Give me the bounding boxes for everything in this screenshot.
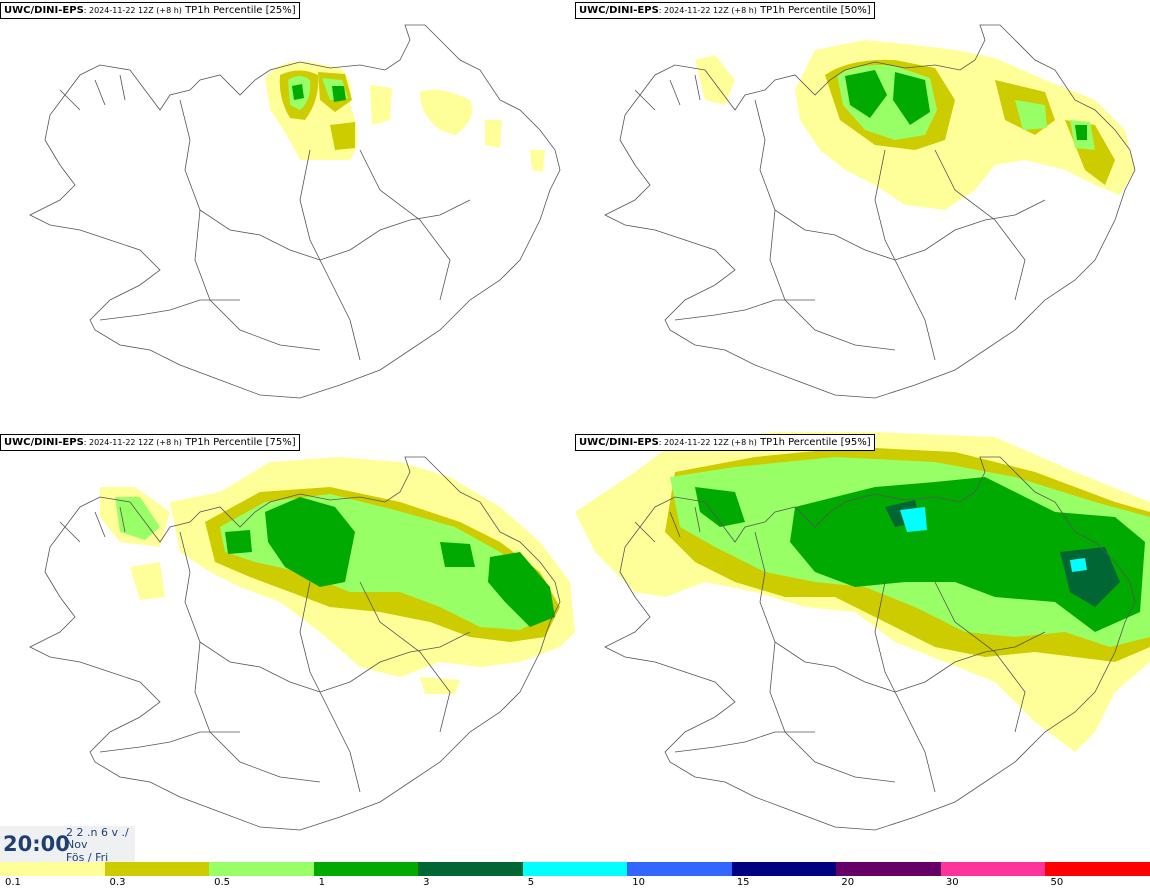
precip-field bbox=[100, 457, 575, 694]
legend-swatch bbox=[627, 862, 732, 876]
legend-ticks: 0.1 0.3 0.5 1 3 5 10 15 20 30 50 bbox=[0, 876, 1150, 891]
precip-map bbox=[604, 24, 1136, 399]
legend-tick-label: 0.3 bbox=[109, 877, 126, 888]
legend-swatch bbox=[104, 862, 210, 876]
precip-map bbox=[29, 456, 575, 831]
panel-title: UWC/DINI-EPS: 2024-11-22 12Z (+8 h) TP1h… bbox=[575, 434, 875, 451]
legend-tick-label: 20 bbox=[841, 877, 855, 888]
legend-tick-label: 0.5 bbox=[214, 877, 230, 888]
legend-tick-label: 3 bbox=[423, 877, 430, 888]
legend-swatch bbox=[940, 862, 1046, 876]
panel-title: UWC/DINI-EPS: 2024-11-22 12Z (+8 h) TP1h… bbox=[0, 2, 300, 19]
legend-tick-label: 50 bbox=[1050, 877, 1064, 888]
map-panel-p95: UWC/DINI-EPS: 2024-11-22 12Z (+8 h) TP1h… bbox=[575, 432, 1150, 864]
valid-weekday: Fös / Fri bbox=[66, 851, 109, 864]
coastline bbox=[604, 456, 1136, 831]
legend-colorbar bbox=[0, 862, 1150, 876]
coastline bbox=[604, 24, 1136, 399]
valid-time: 20:00 bbox=[3, 832, 70, 856]
coastline bbox=[29, 24, 561, 399]
legend-swatch bbox=[522, 862, 628, 876]
legend-swatch bbox=[836, 862, 941, 876]
legend-tick-label: 0.1 bbox=[5, 877, 21, 888]
precip-map bbox=[575, 432, 1150, 831]
precip-field bbox=[695, 40, 1135, 210]
legend-tick-label: 15 bbox=[736, 877, 750, 888]
panel-title: UWC/DINI-EPS: 2024-11-22 12Z (+8 h) TP1h… bbox=[0, 434, 300, 451]
map-panel-p25: UWC/DINI-EPS: 2024-11-22 12Z (+8 h) TP1h… bbox=[0, 0, 575, 432]
legend-tick-label: 5 bbox=[527, 877, 535, 888]
valid-date: 2 2 .n 6 v ./ bbox=[66, 826, 129, 839]
panel-title: UWC/DINI-EPS: 2024-11-22 12Z (+8 h) TP1h… bbox=[575, 2, 875, 19]
map-panel-p75: UWC/DINI-EPS: 2024-11-22 12Z (+8 h) TP1h… bbox=[0, 432, 575, 864]
valid-time-box: 20:00 2 2 .n 6 v ./ Nov Fös / Fri bbox=[0, 826, 135, 864]
legend-swatch bbox=[1045, 862, 1150, 876]
legend-swatch bbox=[209, 862, 314, 876]
precip-field bbox=[265, 61, 545, 172]
valid-month: Nov bbox=[66, 838, 88, 851]
legend-swatch bbox=[0, 862, 105, 876]
coastline bbox=[29, 456, 561, 831]
legend-tick-label: 30 bbox=[945, 877, 959, 888]
map-panel-p50: UWC/DINI-EPS: 2024-11-22 12Z (+8 h) TP1h… bbox=[575, 0, 1150, 432]
legend-swatch bbox=[418, 862, 523, 876]
legend-tick-label: 1 bbox=[318, 877, 325, 888]
precip-field bbox=[575, 432, 1150, 752]
legend-swatch bbox=[731, 862, 837, 876]
legend-tick-label: 10 bbox=[632, 877, 645, 888]
precip-map bbox=[29, 24, 561, 399]
legend-swatch bbox=[313, 862, 419, 876]
